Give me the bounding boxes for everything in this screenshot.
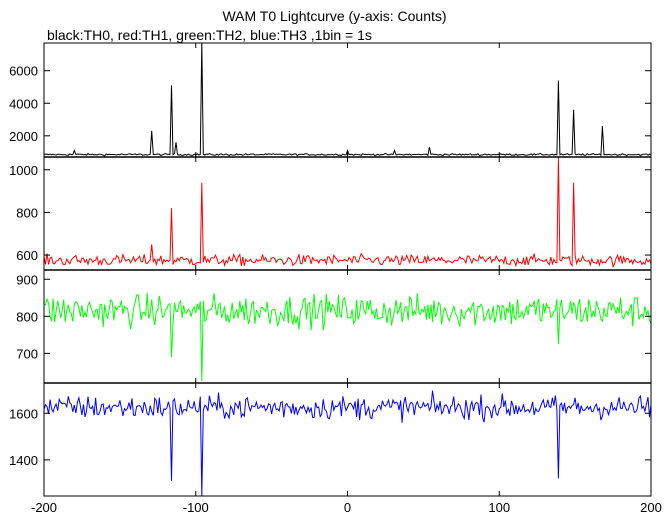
x-tick-label: 0 xyxy=(344,500,351,515)
y-tick-label: 800 xyxy=(16,205,38,220)
y-tick-label: 600 xyxy=(16,248,38,263)
x-tick-label: 200 xyxy=(640,500,662,515)
series-line-th0 xyxy=(44,43,651,157)
y-tick-label: 1400 xyxy=(9,453,38,468)
x-tick-label: -200 xyxy=(31,500,57,515)
chart-subtitle: black:TH0, red:TH1, green:TH2, blue:TH3 … xyxy=(47,27,372,43)
series-line-th2 xyxy=(44,292,651,382)
y-tick-label: 2000 xyxy=(9,129,38,144)
y-tick-label: 1000 xyxy=(9,163,38,178)
series-line-th3 xyxy=(44,390,651,496)
y-tick-label: 900 xyxy=(16,272,38,287)
y-tick-label: 1600 xyxy=(9,406,38,421)
y-tick-label: 6000 xyxy=(9,64,38,79)
chart-title: WAM T0 Lightcurve (y-axis: Counts) xyxy=(222,8,447,24)
y-tick-label: 4000 xyxy=(9,96,38,111)
y-tick-label: 800 xyxy=(16,309,38,324)
x-tick-label: 100 xyxy=(488,500,510,515)
x-tick-label: -100 xyxy=(183,500,209,515)
y-tick-label: 700 xyxy=(16,346,38,361)
panel-frame-th2 xyxy=(43,269,652,384)
panel-frame-th3 xyxy=(43,382,652,497)
series-line-th1 xyxy=(44,157,651,269)
